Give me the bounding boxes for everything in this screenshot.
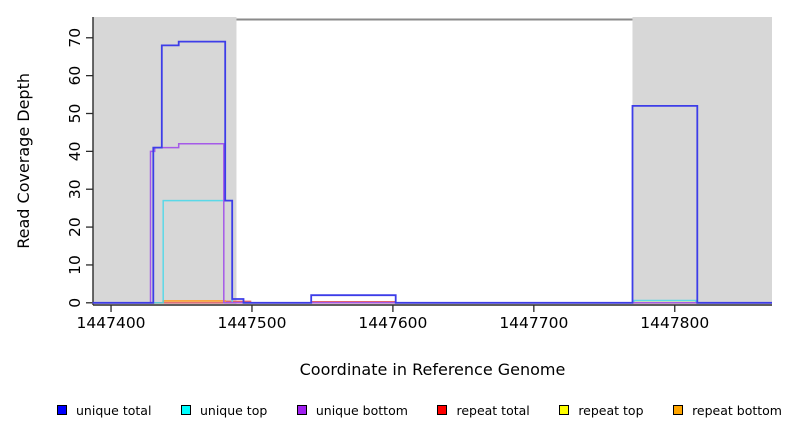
legend-label: unique bottom	[315, 402, 408, 418]
y-tick-label: 60	[66, 66, 84, 86]
y-tick-label: 20	[66, 217, 84, 237]
y-tick-label: 70	[66, 28, 84, 48]
legend-label: repeat top	[578, 402, 644, 418]
series-unique-total	[92, 40, 772, 304]
legend-item-repeat-bottom: repeat bottom	[673, 403, 782, 418]
x-tick-label: 1447400	[77, 314, 146, 332]
y-tick-label: 40	[66, 141, 84, 161]
legend-item-repeat-top: repeat top	[559, 402, 644, 418]
x-tick-label: 1447700	[499, 314, 568, 332]
legend-item-repeat-total: repeat total	[437, 402, 530, 418]
legend-swatch-unique-total	[57, 405, 67, 415]
legend-label: repeat bottom	[692, 402, 782, 418]
y-tick-label: 10	[66, 255, 84, 275]
legend-label: unique top	[199, 402, 268, 418]
legend-label: repeat total	[456, 402, 530, 418]
y-tick-label: 0	[66, 298, 84, 308]
legend-swatch-repeat-bottom	[673, 405, 684, 415]
y-tick-label: 50	[66, 104, 84, 124]
legend-swatch-repeat-top	[559, 405, 570, 415]
shaded-region-1	[92, 17, 237, 304]
legend-item-unique-bottom: unique bottom	[296, 402, 408, 418]
legend: unique total unique top unique bottom repea…	[0, 399, 792, 421]
x-tick-label: 1447600	[358, 314, 427, 332]
x-tick-label: 1447500	[217, 314, 286, 332]
series-unique-bottom	[92, 143, 772, 304]
x-tick-label: 1447800	[640, 314, 709, 332]
legend-label: unique total	[76, 402, 152, 418]
legend-item-unique-total: unique total	[57, 403, 151, 418]
shaded-region-2	[632, 17, 772, 304]
legend-swatch-unique-bottom	[296, 405, 307, 415]
legend-swatch-repeat-total	[437, 405, 448, 415]
legend-item-unique-top: unique top	[180, 402, 268, 418]
y-axis-title-text: Read Coverage Depth	[14, 73, 33, 249]
x-axis-title: Coordinate in Reference Genome	[299, 360, 566, 379]
coverage-plot: 1447400 1447500 1447600 1447700 1447800 0 10 20…	[66, 17, 772, 332]
legend-swatch-unique-top	[180, 405, 191, 415]
y-tick-label: 30	[66, 179, 84, 199]
y-axis-title: Read Coverage Depth	[14, 17, 33, 305]
